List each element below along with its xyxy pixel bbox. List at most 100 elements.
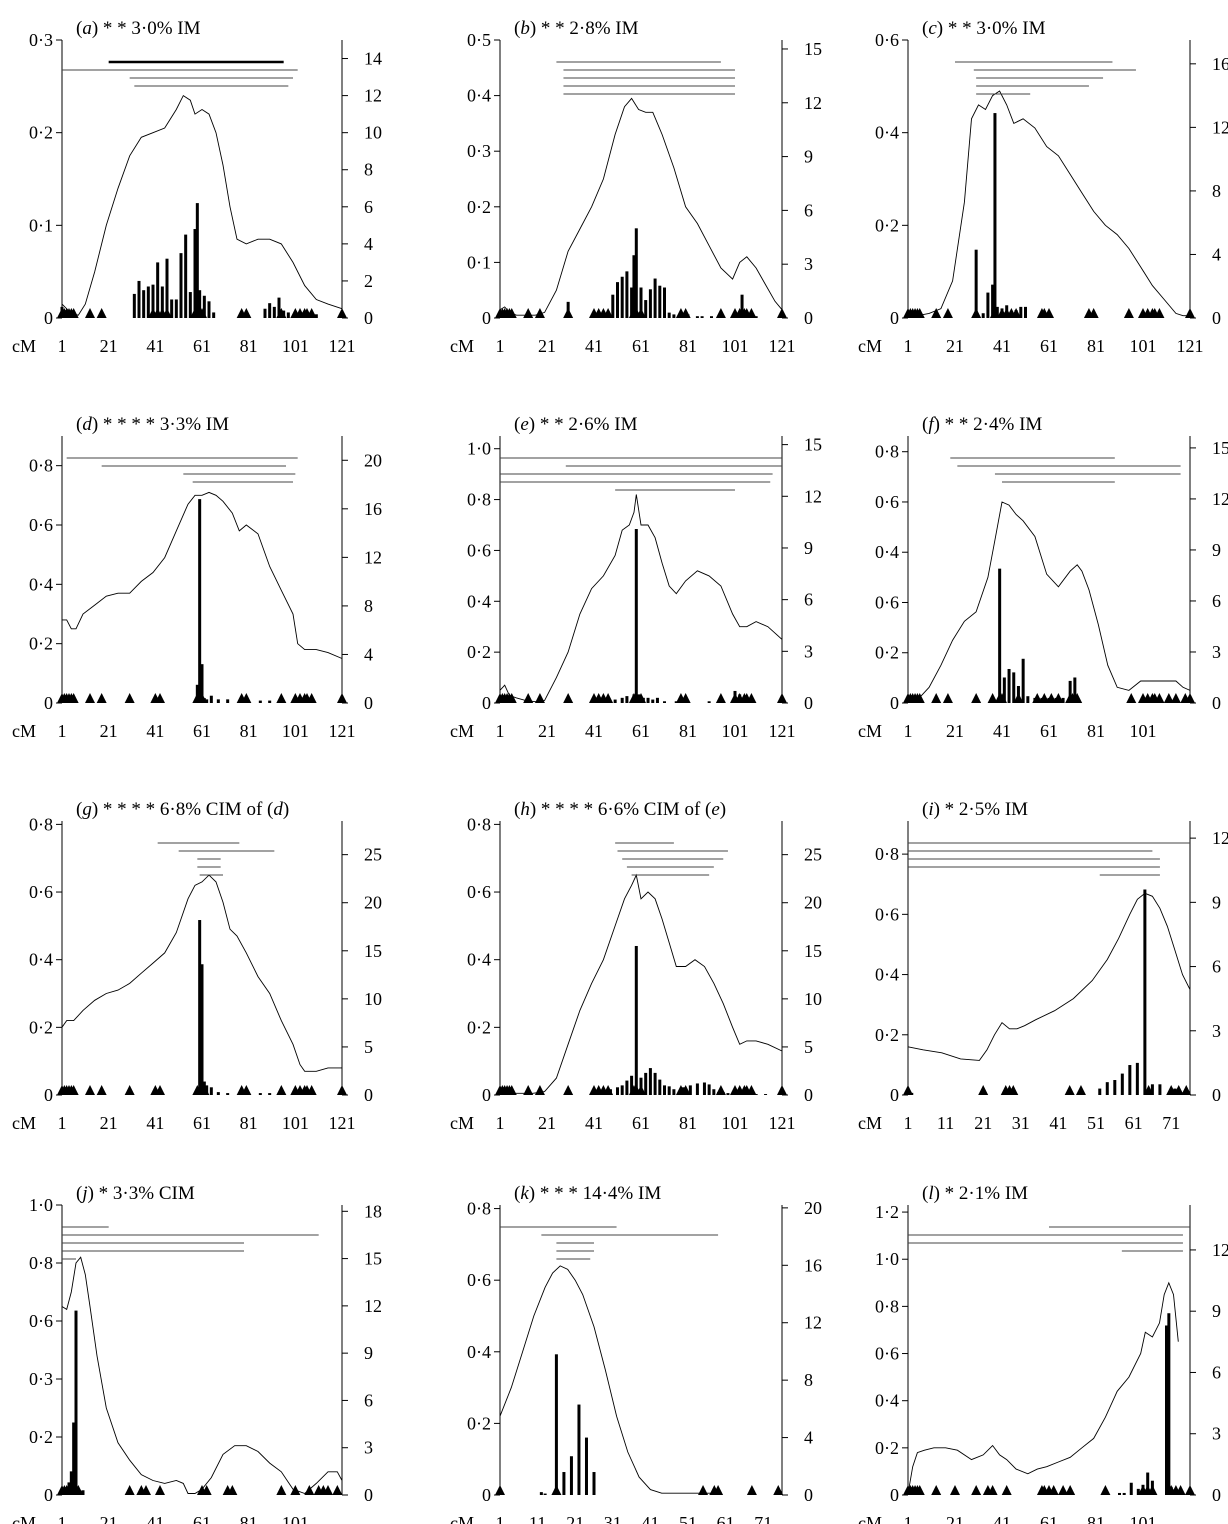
left-tick-label: 0·8 [467, 1199, 491, 1219]
right-tick-label: 6 [364, 1390, 373, 1410]
x-tick-label: 1 [58, 1513, 67, 1524]
marker-triangle [551, 1485, 562, 1495]
panel-title: (a) * * 3·0% IM [76, 18, 201, 39]
x-tick-label: 1 [58, 1113, 67, 1133]
bar [667, 312, 671, 318]
marker-triangle [931, 1485, 942, 1495]
marker-triangle [987, 693, 998, 703]
bar [200, 664, 204, 703]
marker-triangle [978, 1085, 989, 1095]
title-text: ) * * 3·0% IM [92, 18, 201, 39]
marker-triangle [1143, 1085, 1154, 1095]
title-text: ) * 2·1% IM [934, 1183, 1029, 1204]
title-paren: ( [514, 799, 520, 820]
marker-triangle [523, 693, 534, 703]
x-tick-label: 51 [679, 1513, 697, 1524]
right-tick-label: 8 [364, 596, 373, 616]
left-tick-label: 0·6 [875, 904, 899, 924]
right-tick-label: 6 [804, 590, 813, 610]
marker-triangle [68, 308, 79, 318]
right-tick-label: 15 [364, 941, 382, 961]
left-tick-label: 0·8 [875, 442, 899, 462]
marker-triangle [1185, 1485, 1195, 1495]
left-tick-label: 0·2 [875, 215, 899, 235]
marker-triangle [1181, 1085, 1192, 1095]
x-tick-label: 41 [1049, 1113, 1067, 1133]
panel-f: 0 0·2 0·6 0·4 0·6 0·8 0 3 6 9 12 15 1 21 41 61 81 101 cM (f… [858, 414, 1228, 741]
bar [1122, 1492, 1126, 1495]
right-tick-label: 2 [364, 271, 373, 291]
left-tick-label: 0·6 [467, 1270, 491, 1290]
bar [69, 1471, 73, 1495]
right-tick-label: 0 [1212, 1085, 1221, 1105]
bar [81, 1490, 85, 1495]
title-text: ) * * 2·8% IM [530, 18, 639, 39]
left-tick-label: 0·2 [467, 642, 491, 662]
bar [202, 295, 206, 318]
x-tick-label: 101 [282, 336, 309, 356]
bar [620, 697, 624, 703]
right-tick-label: 3 [1212, 642, 1221, 662]
marker-triangle [713, 1485, 724, 1495]
marker-triangle [777, 693, 787, 703]
left-tick-label: 0·4 [29, 574, 53, 594]
right-tick-label: 15 [364, 1249, 382, 1269]
title-ref: e [711, 799, 719, 820]
title-letter: d [82, 414, 92, 435]
right-tick-label: 4 [364, 234, 373, 254]
title-paren: ( [922, 414, 928, 435]
bar [137, 280, 141, 318]
left-tick-label: 0·4 [29, 950, 53, 970]
bar [1129, 1482, 1133, 1495]
marker-triangle [942, 693, 953, 703]
bar [1146, 1472, 1150, 1495]
marker-triangle [337, 1085, 347, 1095]
bar [630, 287, 634, 318]
bar [277, 297, 281, 318]
bar [170, 299, 174, 318]
title-text: ) * * * * 6·6% CIM of ( [530, 799, 712, 820]
bar [754, 316, 758, 318]
marker-triangle [603, 693, 614, 703]
marker-triangle [1147, 1485, 1158, 1495]
marker-triangle [1154, 693, 1165, 703]
bar [1173, 1088, 1177, 1095]
right-tick-label: 25 [804, 845, 822, 865]
bar [712, 1089, 716, 1095]
bar [268, 700, 272, 703]
test-statistic-line [907, 1281, 1179, 1494]
x-tick-label: 121 [769, 721, 796, 741]
left-tick-label: 0·4 [467, 86, 491, 106]
right-tick-label: 6 [364, 197, 373, 217]
right-tick-label: 6 [1212, 591, 1221, 611]
right-tick-label: 3 [364, 1438, 373, 1458]
x-tick-label: 1 [904, 336, 913, 356]
marker-triangle [241, 308, 252, 318]
x-tick-label: 101 [1130, 336, 1157, 356]
left-tick-label: 0·8 [467, 814, 491, 834]
axis-prefix-cm: cM [450, 1513, 474, 1524]
bar [644, 1072, 648, 1095]
panel-title: (c) * * 3·0% IM [922, 18, 1046, 39]
marker-triangle [85, 308, 95, 318]
left-tick-label: 0·8 [875, 1296, 899, 1316]
title-letter: c [928, 18, 937, 39]
left-tick-label: 1·0 [29, 1195, 53, 1215]
x-tick-label: 21 [538, 336, 556, 356]
marker-triangle [746, 1085, 757, 1095]
test-statistic-line [61, 1256, 343, 1495]
bar [616, 1087, 619, 1095]
left-tick-label: 0·5 [467, 30, 491, 50]
title-letter: j [79, 1183, 87, 1204]
marker-triangle [1175, 1485, 1186, 1495]
bar [209, 1087, 213, 1095]
marker-triangle [197, 693, 207, 703]
bar [1120, 1073, 1124, 1095]
axis-prefix-cm: cM [858, 336, 882, 356]
x-tick-label: 1 [496, 1513, 505, 1524]
bar [212, 312, 216, 318]
x-tick-label: 41 [993, 721, 1011, 741]
